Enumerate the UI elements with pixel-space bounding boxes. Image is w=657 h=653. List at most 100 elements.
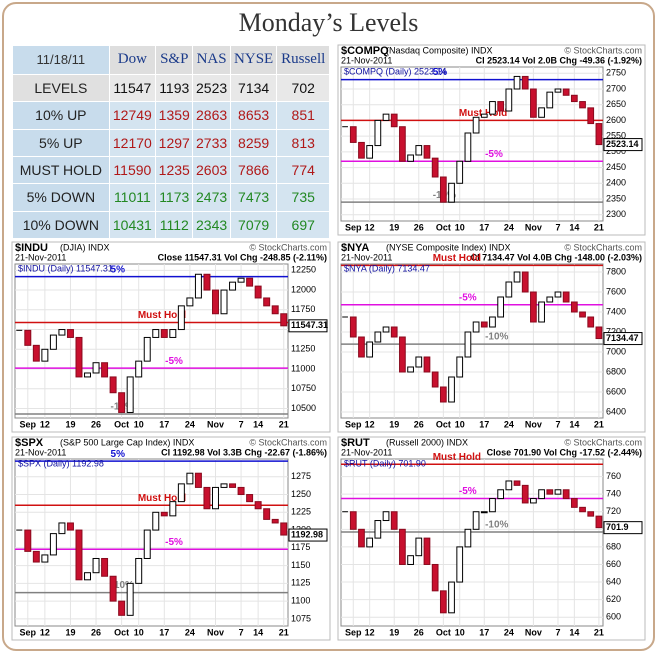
- candle: [472, 321, 480, 333]
- candle: [423, 537, 431, 565]
- chart-title: $INDU: [15, 242, 48, 254]
- x-tick-label: 19: [389, 222, 399, 232]
- candle: [49, 334, 57, 350]
- candle: [211, 486, 219, 510]
- candle: [126, 376, 134, 413]
- x-tick-label: 10: [455, 419, 465, 429]
- candle: [160, 511, 168, 517]
- x-tick-label: Sep: [20, 419, 37, 429]
- table-cell: 702: [276, 73, 330, 103]
- last-value: 11547.31: [291, 320, 328, 330]
- candle: [169, 329, 177, 338]
- last-value-box: [288, 528, 328, 542]
- candle: [75, 529, 83, 581]
- candle: [505, 88, 513, 112]
- stats: Cl 2523.14 Vol 2.0B Chg -49.36 (-1.92%): [476, 55, 642, 65]
- table-cell: 1173: [155, 183, 194, 212]
- candle: [143, 529, 151, 559]
- candle: [554, 291, 562, 298]
- level-label: Must Hold: [433, 452, 481, 463]
- candle: [505, 281, 513, 298]
- table-cell: 2523: [192, 73, 231, 103]
- chart-title: $NYA: [341, 242, 369, 254]
- plot-area: [340, 66, 604, 222]
- table-cell: 2733: [192, 128, 231, 157]
- candle: [186, 297, 194, 307]
- last-value-box: [603, 521, 643, 535]
- last-value: 701.9: [606, 522, 629, 532]
- level-label: Must Hold: [138, 493, 186, 504]
- candle: [271, 305, 279, 315]
- table-cell: 2343: [192, 210, 231, 240]
- level-label: -5%: [485, 149, 503, 160]
- candle: [407, 154, 414, 162]
- level-label: Must Hold: [459, 108, 507, 119]
- candle: [390, 113, 398, 128]
- candle: [439, 590, 447, 614]
- y-tick-label: 12250: [291, 265, 316, 275]
- candle: [587, 107, 595, 125]
- date: 21-Nov-2011: [341, 55, 392, 65]
- level-label: -5%: [165, 537, 183, 548]
- table-cell: NYSE: [229, 45, 278, 75]
- y-tick-label: 2450: [606, 162, 626, 172]
- x-tick-label: 12: [365, 627, 375, 637]
- candle: [399, 336, 406, 373]
- chart-title: $COMPQ: [341, 45, 389, 57]
- candle: [415, 356, 423, 368]
- candle: [160, 329, 168, 338]
- last-value: 2523.14: [606, 139, 639, 149]
- table-cell: 8259: [229, 128, 278, 157]
- y-tick-label: 2500: [606, 146, 626, 156]
- x-tick-label: 17: [479, 222, 489, 232]
- stats: Close 11547.31 Vol Chg -248.85 (-2.11%): [158, 252, 327, 262]
- candle: [489, 498, 496, 513]
- level-label: 5%: [111, 449, 126, 460]
- x-tick-label: Nov: [525, 419, 542, 429]
- table-cell: 7866: [229, 155, 278, 185]
- candle: [456, 356, 464, 378]
- x-tick-label: Nov: [525, 627, 542, 637]
- chart-subtitle: (DJIA) INDX: [60, 242, 110, 252]
- y-tick-label: 1250: [291, 489, 311, 499]
- candle: [554, 489, 562, 495]
- candle: [480, 113, 488, 118]
- x-tick-label: 10: [134, 627, 144, 637]
- table-cell: 735: [276, 183, 330, 212]
- y-tick-label: 1225: [291, 507, 311, 517]
- candle: [464, 331, 472, 358]
- x-tick-label: 19: [389, 627, 399, 637]
- table-cell: 851: [276, 101, 330, 130]
- x-tick-label: Oct: [114, 419, 129, 429]
- y-tick-label: 1175: [291, 542, 310, 552]
- y-tick-label: 740: [606, 489, 621, 499]
- candle: [595, 326, 603, 340]
- candle: [143, 336, 151, 362]
- y-tick-label: 1275: [291, 471, 311, 481]
- y-tick-label: 680: [606, 541, 621, 551]
- candle: [489, 316, 496, 328]
- candle: [431, 157, 439, 178]
- stats: Cl 7134.47 Vol 4.0B Chg -148.00 (-2.03%): [471, 252, 642, 262]
- candle: [229, 281, 237, 291]
- candle: [423, 356, 431, 373]
- candle: [456, 160, 464, 184]
- candle: [358, 528, 365, 548]
- table-cell: 1193: [155, 73, 194, 103]
- x-tick-label: 21: [594, 419, 604, 429]
- candle: [513, 480, 521, 486]
- table-cell: 813: [276, 128, 330, 157]
- candle: [203, 273, 211, 291]
- candle: [562, 489, 570, 500]
- candle: [480, 321, 488, 328]
- candle: [530, 88, 537, 118]
- y-tick-label: 10500: [291, 403, 316, 413]
- last-value-box: [603, 332, 643, 346]
- candle: [84, 572, 92, 581]
- x-tick-label: 7: [239, 627, 244, 637]
- candle: [135, 360, 143, 378]
- x-tick-label: 19: [65, 419, 75, 429]
- table-row: LEVELS 11547 1193 2523 7134 702: [12, 73, 330, 103]
- chart-title: $SPX: [15, 437, 44, 449]
- y-tick-label: 7400: [606, 306, 626, 316]
